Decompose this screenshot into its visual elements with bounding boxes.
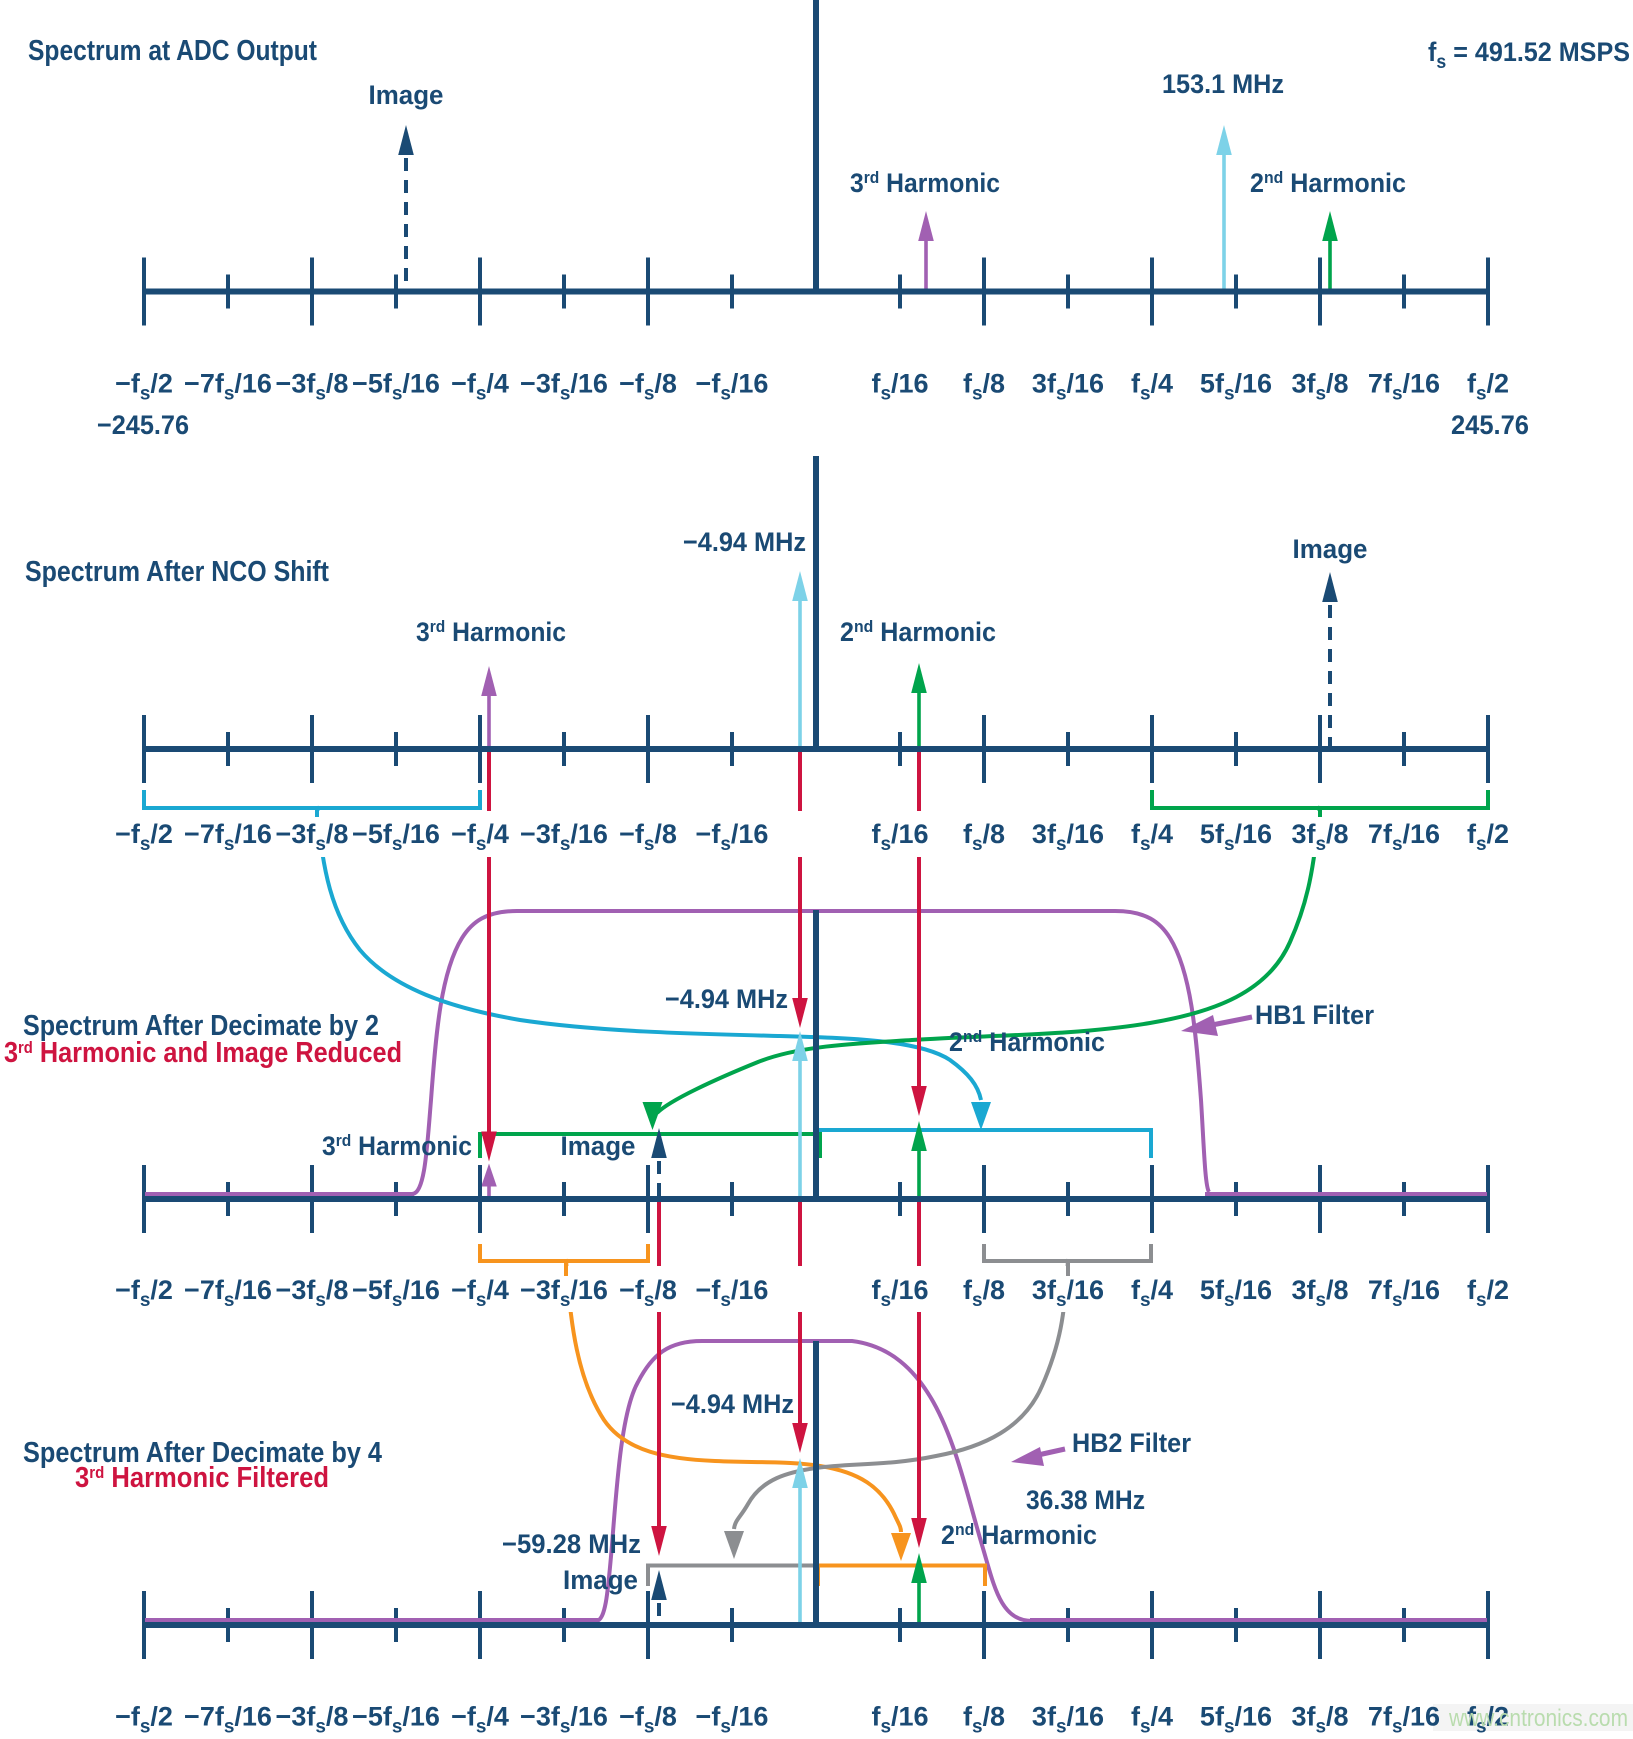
svg-text:www.cntronics.com: www.cntronics.com <box>1448 1705 1628 1732</box>
svg-text:fs/4: fs/4 <box>1131 1702 1173 1735</box>
svg-text:−4.94 MHz: −4.94 MHz <box>671 1389 794 1419</box>
svg-text:2nd Harmonic: 2nd Harmonic <box>941 1520 1097 1550</box>
svg-text:3rd Harmonic and Image Reduced: 3rd Harmonic and Image Reduced <box>4 1037 402 1069</box>
svg-text:−3fs/8: −3fs/8 <box>276 1702 349 1735</box>
svg-text:36.38 MHz: 36.38 MHz <box>1026 1485 1145 1515</box>
svg-text:Spectrum After Decimate by 4: Spectrum After Decimate by 4 <box>23 1437 382 1469</box>
svg-text:Image: Image <box>1293 534 1368 564</box>
svg-text:HB1 Filter: HB1 Filter <box>1255 1000 1374 1030</box>
svg-text:−245.76: −245.76 <box>97 410 189 440</box>
svg-text:fs/16: fs/16 <box>871 1702 928 1735</box>
svg-text:2nd Harmonic: 2nd Harmonic <box>949 1027 1105 1057</box>
svg-text:Image: Image <box>369 80 444 110</box>
svg-text:Image: Image <box>563 1565 638 1595</box>
svg-text:7fs/16: 7fs/16 <box>1368 1702 1440 1735</box>
svg-text:−fs/16: −fs/16 <box>696 1702 769 1735</box>
svg-text:245.76: 245.76 <box>1451 410 1529 440</box>
svg-text:Spectrum After Decimate by 2: Spectrum After Decimate by 2 <box>23 1010 379 1042</box>
svg-text:−4.94 MHz: −4.94 MHz <box>683 527 806 557</box>
svg-text:153.1 MHz: 153.1 MHz <box>1162 69 1284 99</box>
svg-text:HB2 Filter: HB2 Filter <box>1072 1428 1191 1458</box>
svg-text:3rd Harmonic Filtered: 3rd Harmonic Filtered <box>75 1462 329 1494</box>
svg-text:−4.94 MHz: −4.94 MHz <box>665 984 788 1014</box>
svg-text:3rd Harmonic: 3rd Harmonic <box>850 168 1000 198</box>
svg-text:−fs/16: −fs/16 <box>696 369 769 405</box>
svg-text:Spectrum After NCO Shift: Spectrum After NCO Shift <box>25 556 329 588</box>
svg-text:3fs/16: 3fs/16 <box>1032 1702 1104 1735</box>
svg-text:5fs/16: 5fs/16 <box>1200 1702 1272 1735</box>
svg-text:−59.28 MHz: −59.28 MHz <box>502 1529 641 1559</box>
svg-text:fs/8: fs/8 <box>963 1702 1005 1735</box>
svg-text:Image: Image <box>561 1131 636 1161</box>
svg-text:3rd Harmonic: 3rd Harmonic <box>416 617 566 647</box>
svg-text:Spectrum at ADC Output: Spectrum at ADC Output <box>28 35 317 67</box>
svg-text:2nd Harmonic: 2nd Harmonic <box>840 617 996 647</box>
